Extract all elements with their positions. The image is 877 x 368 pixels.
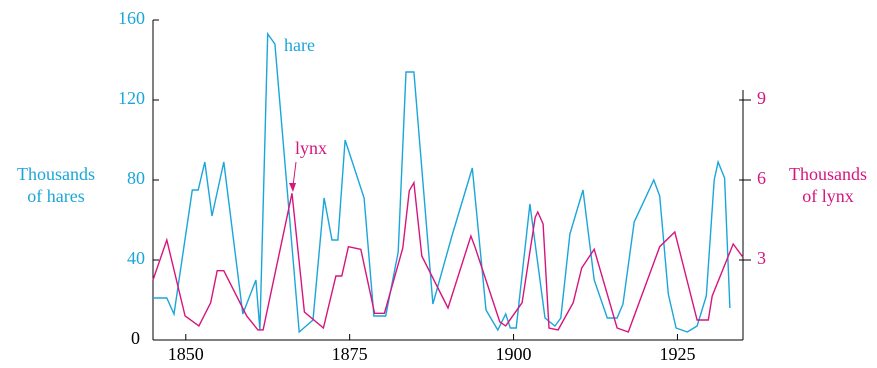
series-label: lynx	[295, 138, 327, 158]
x-tick-label: 1875	[332, 344, 368, 364]
axis-label: Thousands	[789, 164, 867, 184]
y2-tick-label: 9	[757, 88, 766, 108]
axis-label: of lynx	[802, 186, 854, 206]
series-label: hare	[284, 35, 315, 55]
y2-tick-label: 3	[757, 248, 766, 268]
x-tick-label: 1925	[659, 344, 695, 364]
series-line	[153, 31, 731, 334]
series-line	[152, 180, 744, 333]
axis-label: Thousands	[17, 164, 95, 184]
y-tick-label: 80	[127, 168, 145, 188]
y-tick-label: 160	[118, 8, 145, 28]
x-tick-label: 1900	[496, 344, 532, 364]
y-tick-label: 40	[127, 248, 145, 268]
annotation-arrowhead	[289, 183, 296, 192]
axis-label: of hares	[27, 186, 84, 206]
y2-tick-label: 6	[757, 168, 766, 188]
y-tick-label: 0	[131, 328, 140, 348]
y-tick-label: 120	[118, 88, 145, 108]
annotation-arrow	[292, 161, 297, 187]
x-tick-label: 1850	[168, 344, 204, 364]
